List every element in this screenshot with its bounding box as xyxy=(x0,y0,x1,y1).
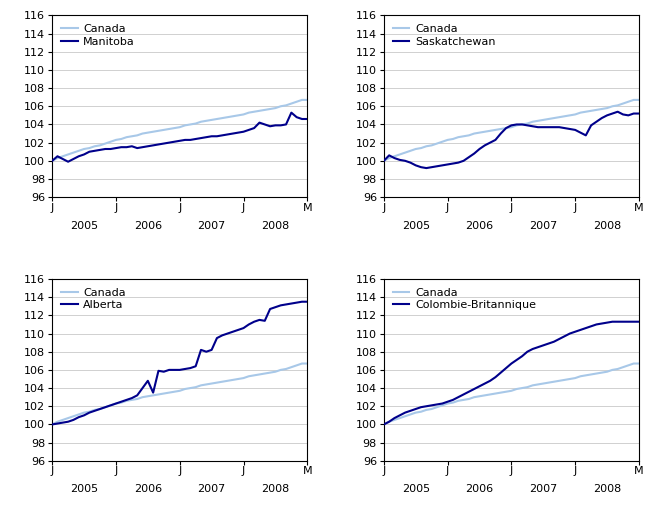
Text: 2008: 2008 xyxy=(593,221,621,231)
Legend: Canada, Manitoba: Canada, Manitoba xyxy=(58,21,138,50)
Text: 2008: 2008 xyxy=(593,484,621,495)
Text: 2005: 2005 xyxy=(70,484,98,495)
Text: 2006: 2006 xyxy=(134,484,162,495)
Text: 2007: 2007 xyxy=(198,484,226,495)
Text: 2008: 2008 xyxy=(261,484,289,495)
Text: 2007: 2007 xyxy=(529,221,557,231)
Text: 2006: 2006 xyxy=(466,484,494,495)
Text: 2007: 2007 xyxy=(529,484,557,495)
Text: 2008: 2008 xyxy=(261,221,289,231)
Text: 2005: 2005 xyxy=(402,221,430,231)
Legend: Canada, Alberta: Canada, Alberta xyxy=(58,285,129,314)
Text: 2006: 2006 xyxy=(466,221,494,231)
Legend: Canada, Colombie-Britannique: Canada, Colombie-Britannique xyxy=(389,285,539,314)
Text: 2005: 2005 xyxy=(402,484,430,495)
Text: 2007: 2007 xyxy=(198,221,226,231)
Text: 2005: 2005 xyxy=(70,221,98,231)
Legend: Canada, Saskatchewan: Canada, Saskatchewan xyxy=(389,21,499,50)
Text: 2006: 2006 xyxy=(134,221,162,231)
